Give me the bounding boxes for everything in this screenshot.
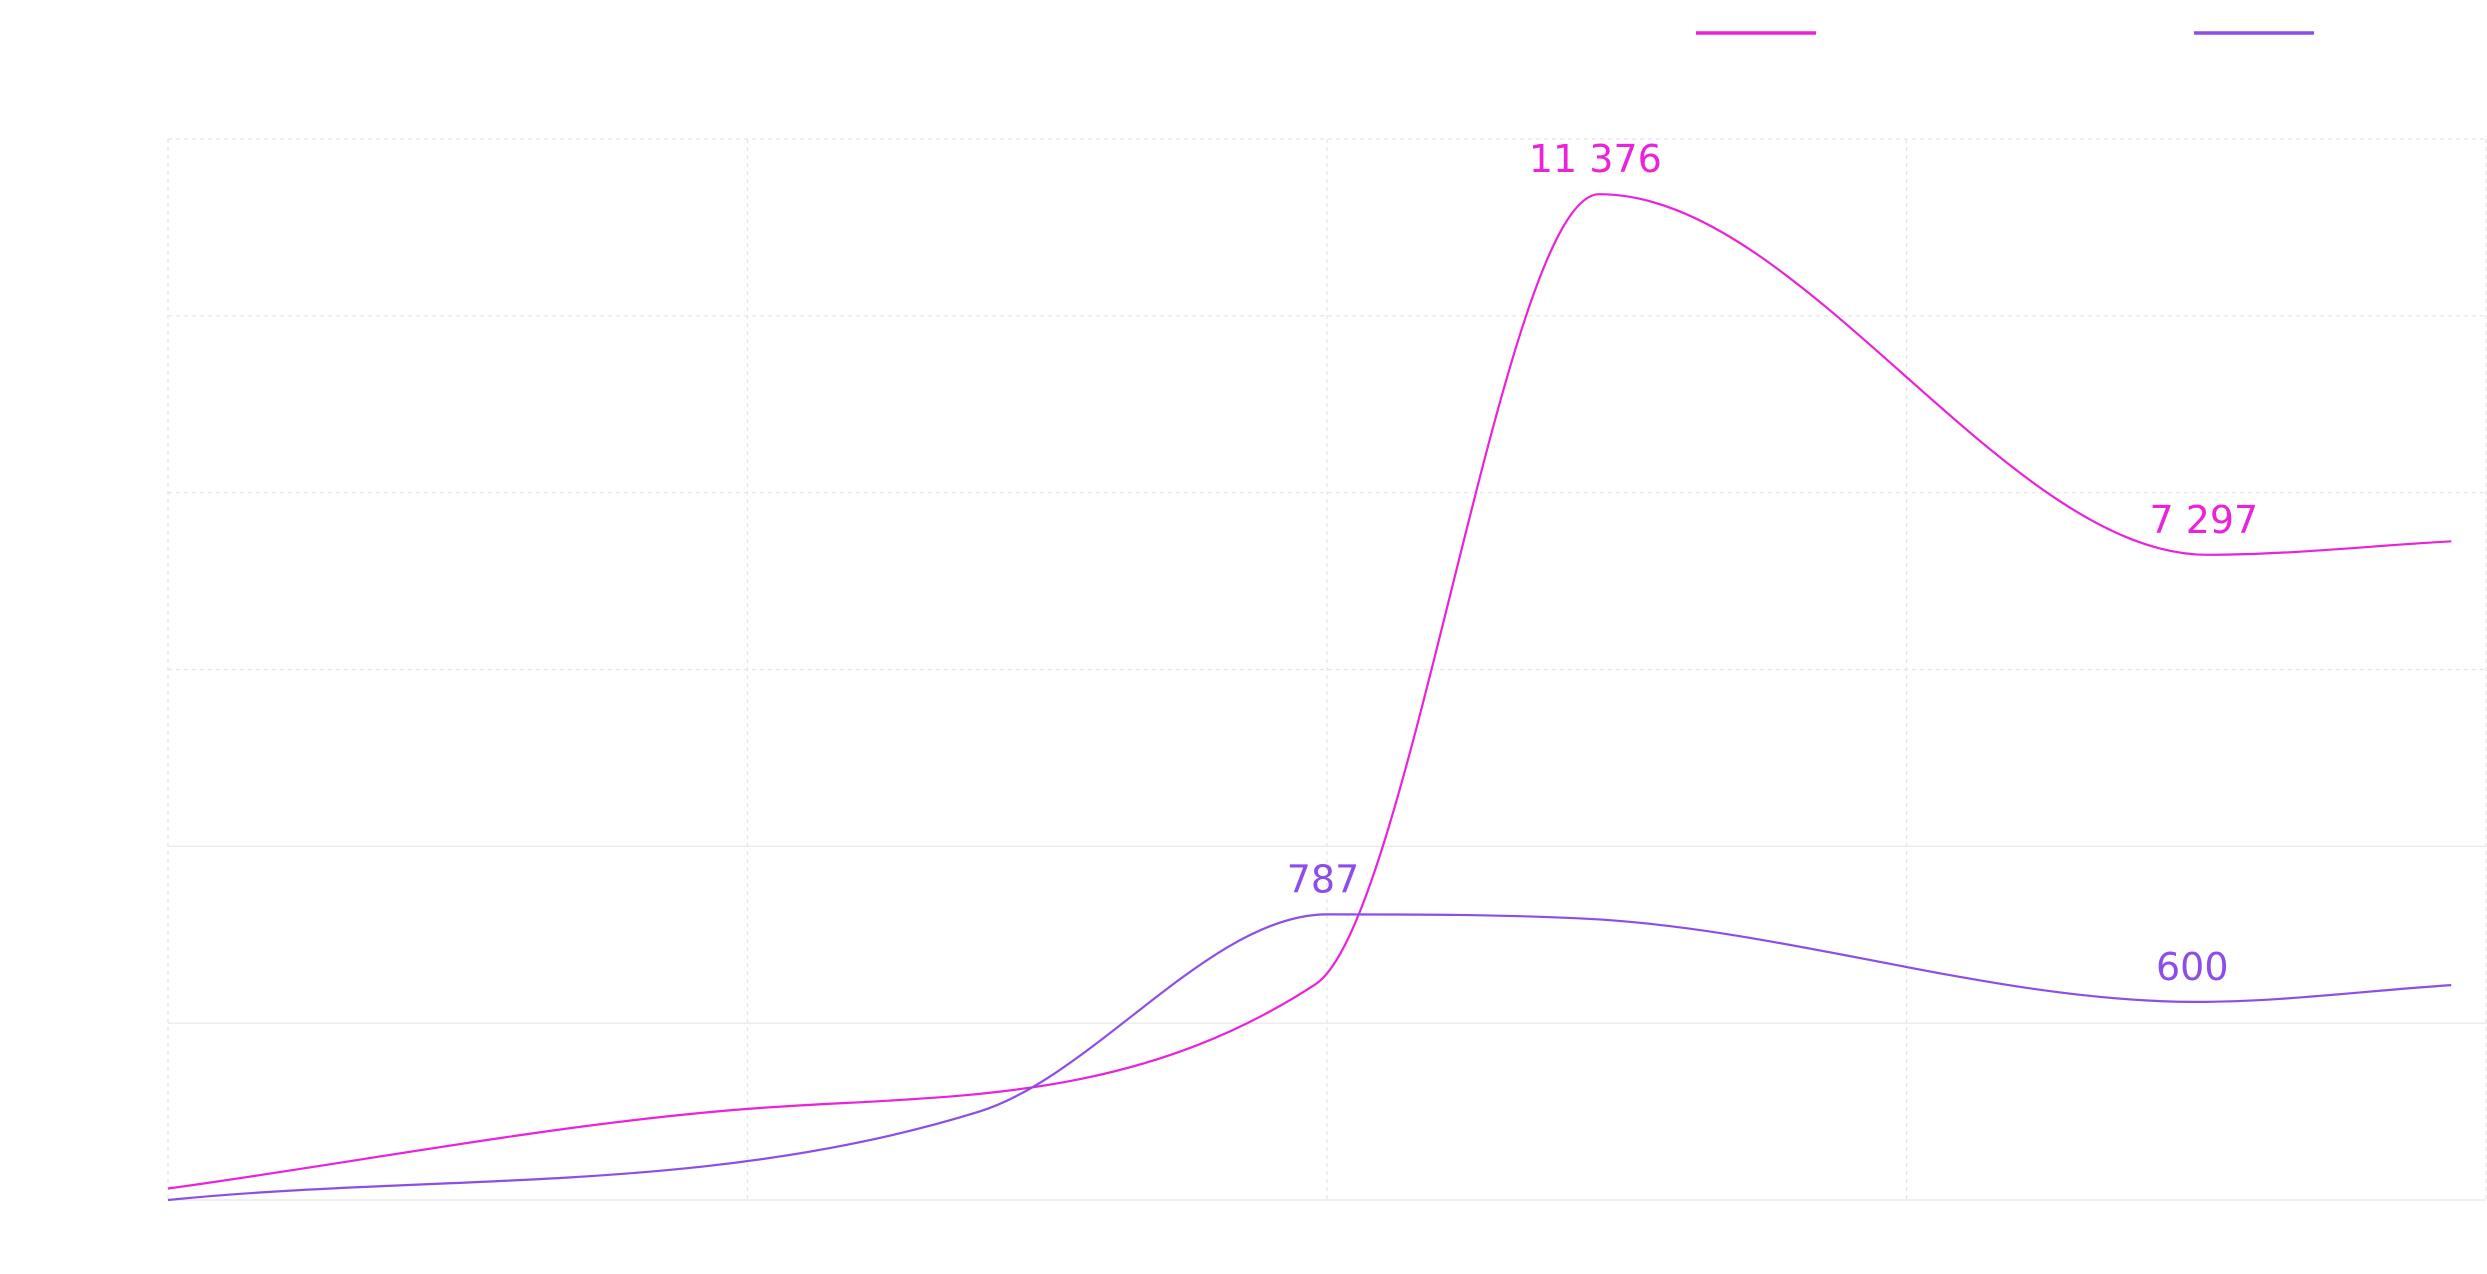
series-line-2: [167, 913, 2452, 1202]
chart-grid: [167, 138, 2487, 1201]
data-label-layer: 11 376 7 297 787 600: [1287, 137, 2259, 989]
data-label: 7 297: [2149, 498, 2258, 542]
series-line-1: [167, 193, 2452, 1190]
data-label: 600: [2156, 945, 2229, 989]
series-layer: [167, 193, 2452, 1202]
data-label: 787: [1287, 857, 1360, 901]
data-label: 11 376: [1529, 137, 1662, 181]
